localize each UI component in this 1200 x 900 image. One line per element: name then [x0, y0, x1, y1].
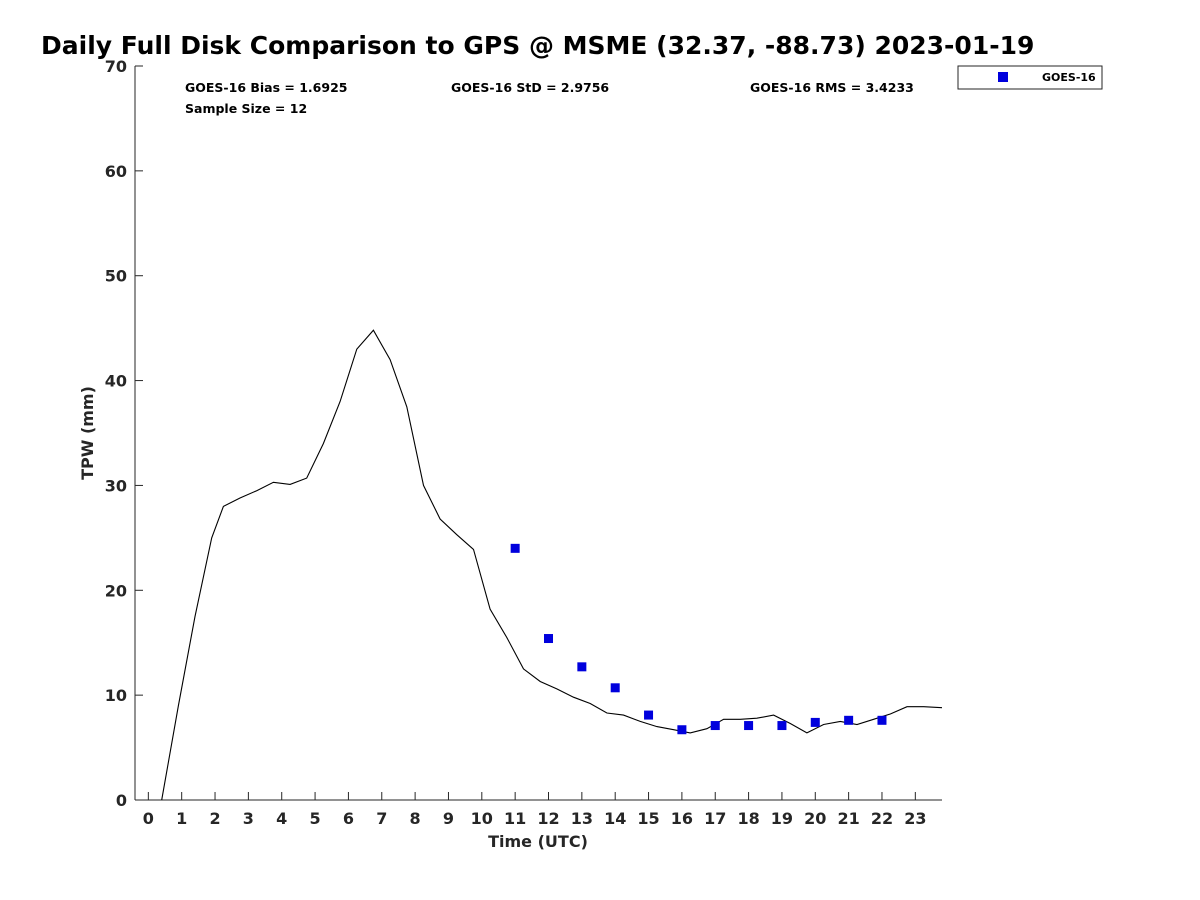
y-tick-label: 0 — [116, 791, 127, 810]
x-tick-label: 10 — [471, 809, 493, 828]
x-tick-label: 0 — [143, 809, 154, 828]
stat-std: GOES-16 StD = 2.9756 — [451, 80, 609, 95]
x-tick-label: 12 — [537, 809, 559, 828]
goes16-point — [744, 721, 754, 731]
legend-marker-goes16 — [998, 72, 1008, 82]
x-tick-label: 4 — [276, 809, 287, 828]
x-tick-label: 17 — [704, 809, 726, 828]
legend-box — [957, 65, 1103, 90]
y-tick-label: 60 — [105, 162, 127, 181]
y-tick-label: 40 — [105, 372, 127, 391]
stat-bias: GOES-16 Bias = 1.6925 — [185, 80, 347, 95]
x-tick-label: 18 — [737, 809, 759, 828]
x-tick-label: 6 — [343, 809, 354, 828]
y-tick-label: 30 — [105, 476, 127, 495]
y-axis-label: TPW (mm) — [78, 386, 97, 480]
goes16-point — [710, 721, 720, 731]
x-tick-label: 14 — [604, 809, 626, 828]
x-tick-label: 7 — [376, 809, 387, 828]
goes16-point — [677, 725, 687, 735]
x-axis-label: Time (UTC) — [488, 832, 588, 851]
goes16-point — [844, 715, 854, 725]
goes16-point — [810, 717, 820, 727]
goes16-point — [544, 634, 554, 644]
goes16-point — [610, 683, 620, 693]
x-tick-label: 8 — [410, 809, 421, 828]
axes — [134, 66, 942, 801]
x-tick-label: 16 — [671, 809, 693, 828]
stat-sample-size: Sample Size = 12 — [185, 101, 307, 116]
y-tick-label: 20 — [105, 581, 127, 600]
y-tick-label: 70 — [105, 57, 127, 76]
goes16-point — [877, 715, 887, 725]
goes16-point — [510, 543, 520, 553]
legend-label-goes16: GOES-16 — [1042, 71, 1096, 84]
goes16-point — [644, 710, 654, 720]
x-tick-label: 15 — [637, 809, 659, 828]
legend: GOES-16 — [957, 65, 1103, 90]
chart-title: Daily Full Disk Comparison to GPS @ MSME… — [41, 31, 1034, 60]
x-tick-label: 1 — [176, 809, 187, 828]
y-ticks: 0 10 20 30 40 50 60 70 — [105, 57, 143, 810]
plot-area — [161, 329, 943, 801]
stat-rms: GOES-16 RMS = 3.4233 — [750, 80, 914, 95]
y-tick-label: 50 — [105, 267, 127, 286]
goes16-point — [577, 662, 587, 672]
x-tick-label: 13 — [571, 809, 593, 828]
x-tick-label: 21 — [837, 809, 859, 828]
x-tick-label: 9 — [443, 809, 454, 828]
x-tick-label: 11 — [504, 809, 526, 828]
x-tick-label: 5 — [310, 809, 321, 828]
x-tick-label: 23 — [904, 809, 926, 828]
x-tick-label: 22 — [871, 809, 893, 828]
x-tick-label: 19 — [771, 809, 793, 828]
gps-tpw-line — [161, 329, 943, 801]
y-tick-label: 10 — [105, 686, 127, 705]
goes16-point — [777, 721, 787, 731]
x-tick-label: 3 — [243, 809, 254, 828]
x-tick-label: 20 — [804, 809, 826, 828]
x-ticks: 0 1 2 3 4 5 6 7 8 9 10 11 12 13 14 15 16 17 18 19 20 21 22 23 — [143, 792, 926, 828]
x-tick-label: 2 — [209, 809, 220, 828]
